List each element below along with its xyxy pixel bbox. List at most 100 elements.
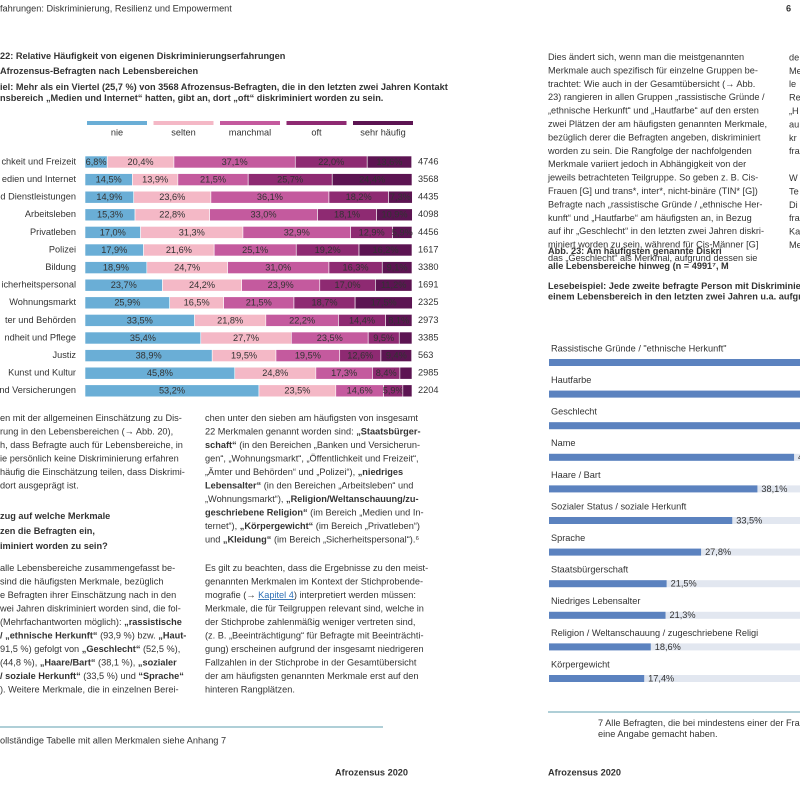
value-label: 22,0% xyxy=(318,157,344,167)
text-run: ). Weitere Merkmale, die in einzelnen Be… xyxy=(0,685,179,695)
value-label: 11,2% xyxy=(381,280,406,290)
text-run: häufig die Einschätzung teilen, dass Dis… xyxy=(0,467,185,477)
legend-label: manchmal xyxy=(229,127,271,137)
value-label: 38,9% xyxy=(136,351,162,361)
category-label: Polizei xyxy=(49,244,76,254)
bold-run: „rassistische xyxy=(124,617,182,627)
bold-run: / „ethnische Herkunft“ xyxy=(0,631,98,641)
legend-swatch xyxy=(353,121,413,125)
body-text: bezüglich derer die Befragten angeben, d… xyxy=(548,133,761,143)
value-label: 18,2% xyxy=(346,192,372,202)
bar-segment xyxy=(376,208,413,222)
body-text: mografie (→ Kapitel 4) interpretiert wer… xyxy=(205,590,416,600)
body-text-cut: Ka xyxy=(789,227,800,237)
body-text-cut: Te xyxy=(789,186,799,196)
bar xyxy=(549,580,667,588)
legend-swatch xyxy=(87,121,147,125)
text-run: Fallzahlen in der Stichprobe in der Gesa… xyxy=(205,658,417,668)
body-text: das „Geschlecht“ als Merkmal, aufgrund d… xyxy=(548,253,757,263)
text-run: iel: Mehr als ein Viertel (25,7 %) von 3… xyxy=(0,82,448,92)
value-label: 22,8% xyxy=(159,210,185,220)
bar xyxy=(549,548,702,556)
text-run: e Befragten ihrer Einschätzung nach in d… xyxy=(0,590,176,600)
body-text: 23) rangieren in allen Gruppen „rassisti… xyxy=(548,93,765,103)
body-text: (Mehrfachantworten möglich): „rassistisc… xyxy=(0,617,182,627)
category-label: Name xyxy=(551,438,576,448)
bar-track xyxy=(549,643,800,651)
value-label: 17,0% xyxy=(100,227,126,237)
link[interactable]: Kapitel 4 xyxy=(258,590,294,600)
body-text: gung) erscheinen aufgrund der insgesamt … xyxy=(205,644,424,654)
value-label: 53,2% xyxy=(159,386,185,396)
text-run: worden zu sein. Die Rangfolge der nachfo… xyxy=(547,146,752,156)
text-run: dort ausgeprägt ist. xyxy=(0,481,79,491)
value-label: 31,0% xyxy=(265,263,291,273)
text-run: Merkmale, die für Teilgruppen relevant s… xyxy=(205,604,424,614)
running-header: fahrungen: Diskriminierung, Resilienz un… xyxy=(0,3,232,13)
value-label: 24,4% xyxy=(359,175,385,185)
text-run: Dies ändert sich, wenn man die meistgena… xyxy=(548,52,744,62)
value-label: 18,6% xyxy=(655,642,681,652)
text-run: 7 Alle Befragten, die bei mindestens ein… xyxy=(598,718,800,728)
category-label: Justiz xyxy=(53,350,77,360)
bold-run: „Haare/Bart“ xyxy=(40,658,96,668)
category-label: Niedriges Lebensalter xyxy=(551,596,640,606)
legend-label: nie xyxy=(111,127,123,137)
body-text: geschriebene Religion“ (im Bereich „Medi… xyxy=(205,508,424,518)
bar-track xyxy=(549,611,800,619)
body-text-cut: le xyxy=(789,79,796,89)
n-label: 2985 xyxy=(418,368,438,378)
value-label: 17,3% xyxy=(331,368,357,378)
value-label: 18,7% xyxy=(311,298,337,308)
body-text: worden zu sein. Die Rangfolge der nachfo… xyxy=(547,146,752,156)
text-run: Es gilt zu beachten, dass die Ergebnisse… xyxy=(205,563,428,573)
body-text: ternet“), „Körpergewicht“ (im Bereich „P… xyxy=(205,521,420,531)
figure-subtitle: Lesebeispiel: Jede zweite befragte Perso… xyxy=(548,281,800,291)
bar xyxy=(549,422,800,430)
body-text: 22 Merkmalen genannt worden sind: „Staat… xyxy=(205,427,421,437)
body-text-cut: de xyxy=(789,52,799,62)
value-label: 12,6% xyxy=(347,351,373,361)
value-label: 23,5% xyxy=(317,333,343,343)
body-text: hinteren Rangplätzen. xyxy=(205,685,295,695)
body-text: und „Kleidung“ (im Bereich „Sicherheitsp… xyxy=(205,535,419,545)
category-label: ndheit und Pflege xyxy=(4,332,76,342)
body-text: 91,5 %) gefolgt von „Geschlecht“ (52,5 %… xyxy=(0,644,180,654)
body-text: kunft“ und „Hautfarbe“ am häufigsten an,… xyxy=(548,213,752,223)
value-label: 19,5% xyxy=(231,351,257,361)
text-run: der Stichprobe zahlenmäßig weniger vertr… xyxy=(205,617,415,627)
body-text-cut: W xyxy=(789,173,798,183)
value-label: 33,5% xyxy=(736,515,762,525)
value-label: 18,9% xyxy=(103,263,129,273)
n-label: 2973 xyxy=(418,315,438,325)
body-text-cut: Me xyxy=(789,240,800,250)
body-text: wei Jahren diskriminiert worden sind, di… xyxy=(0,604,181,614)
text-run: (z. B. „Beeinträchtigung“ für Befragte m… xyxy=(205,631,424,641)
bold-run: „Kleidung“ xyxy=(223,535,272,545)
section-heading: zen die Befragten ein, xyxy=(0,526,95,536)
value-label: 13,6% xyxy=(376,157,402,167)
text-run: miniert worden zu sein, während für Cis-… xyxy=(548,240,758,250)
text-run: (93,9 %) bzw. xyxy=(98,631,159,641)
value-label: 36,1% xyxy=(257,192,283,202)
value-label: 23,5% xyxy=(284,386,310,396)
bold-run: „Religion/Weltanschauung/zu- xyxy=(286,494,419,504)
text-run: mografie (→ xyxy=(205,590,258,600)
value-label: 9,1% xyxy=(387,263,408,273)
body-text: Es gilt zu beachten, dass die Ergebnisse… xyxy=(205,563,428,573)
text-run: „Ämter und Behörden“ und „Polizei“), xyxy=(205,467,358,477)
value-label: 16,3% xyxy=(343,263,369,273)
bold-run: / soziale Herkunft“ xyxy=(0,671,81,681)
category-label: icherheitspersonal xyxy=(1,280,76,290)
text-run: 23) rangieren in allen Gruppen „rassisti… xyxy=(548,93,765,103)
body-text: chen unter den sieben am häufigsten von … xyxy=(205,413,418,423)
text-run: h, dass Befragte auch für Lebensbereiche… xyxy=(0,440,183,450)
value-label: 25,7% xyxy=(277,175,303,185)
bar xyxy=(549,359,800,366)
bold-run: geschriebene Religion“ xyxy=(205,508,308,518)
bar xyxy=(549,611,666,619)
value-label: 16,2% xyxy=(372,245,398,255)
figure-title: Afrozensus-Befragten nach Lebensbereiche… xyxy=(0,66,198,76)
text-run: Befragte nach „rassistische Gründe / „et… xyxy=(548,200,762,210)
bar-segment xyxy=(358,243,413,257)
